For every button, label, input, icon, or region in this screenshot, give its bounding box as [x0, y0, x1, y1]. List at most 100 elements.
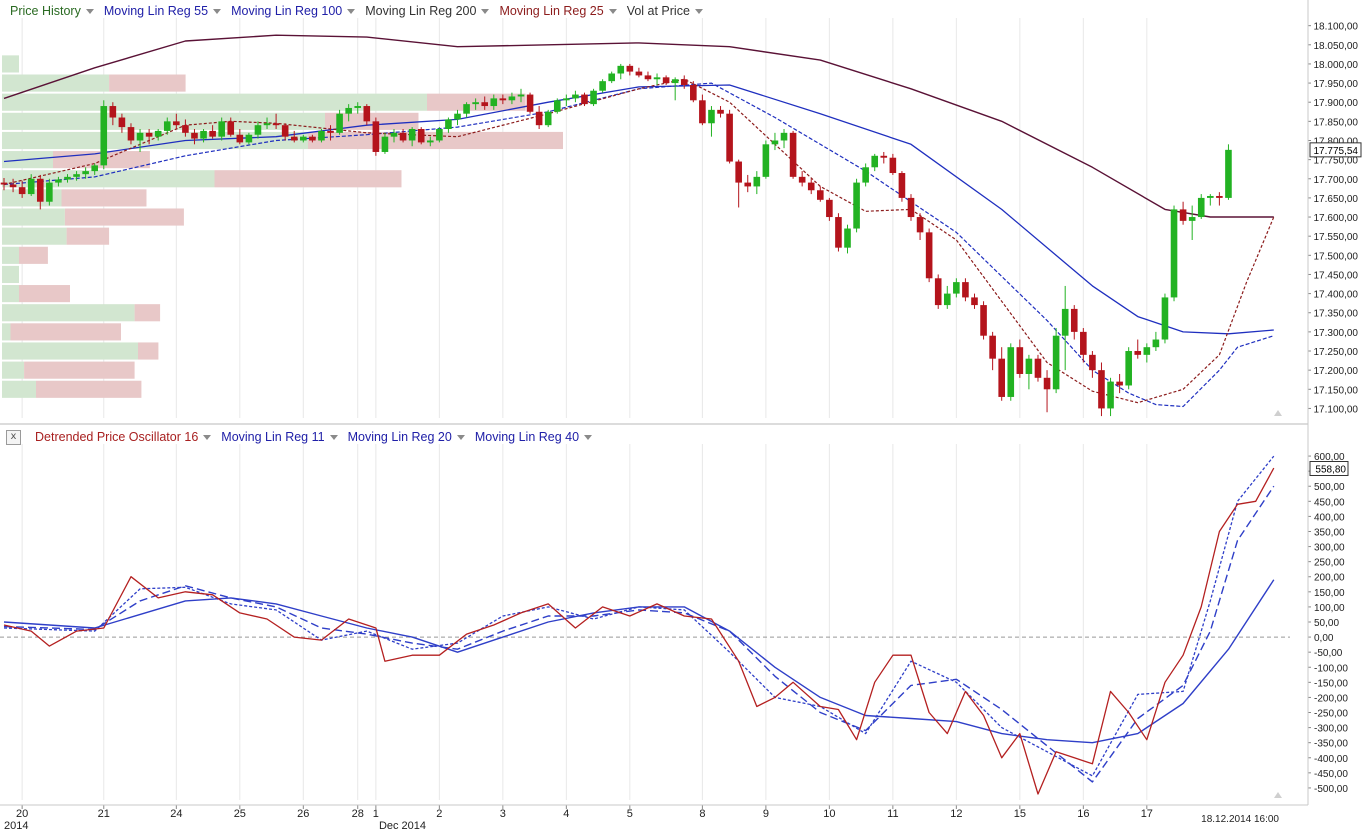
- candle-down: [690, 84, 697, 101]
- time-tick-label: 26: [297, 808, 309, 820]
- candle-down: [1134, 351, 1142, 355]
- candle-down: [0, 182, 8, 185]
- moving-lin-reg-40-line: [3, 579, 1275, 744]
- price-legend-item[interactable]: Moving Lin Reg 200: [365, 4, 490, 18]
- oscillator-tick-label: 450,00: [1314, 497, 1345, 508]
- price-legend-item[interactable]: Moving Lin Reg 25: [499, 4, 617, 18]
- candle-up: [436, 129, 443, 141]
- candle-down: [236, 134, 244, 143]
- time-tick-label: 3: [500, 808, 506, 820]
- oscillator-panel-legend: x Detrended Price Oscillator 16 Moving Li…: [6, 427, 602, 447]
- oscillator-tick-label: -150,00: [1314, 678, 1348, 689]
- candle-down: [36, 178, 44, 202]
- candle-up: [599, 81, 606, 91]
- candle-down: [789, 132, 797, 177]
- chevron-down-icon[interactable]: [481, 8, 490, 14]
- vol-at-price-up-bar: [2, 380, 36, 398]
- vol-at-price-down-bar: [10, 323, 121, 341]
- candle-down: [109, 106, 117, 118]
- candle-down: [835, 217, 842, 248]
- candle-down: [826, 199, 833, 218]
- candle-up: [862, 167, 869, 183]
- candle-down: [807, 182, 815, 191]
- moving-lin-reg-25-line: [3, 78, 1275, 404]
- candle-down: [1043, 377, 1051, 390]
- vol-at-price-down-bar: [36, 380, 142, 398]
- price-tick-label: 17.600,00: [1314, 213, 1359, 224]
- vol-at-price-down-bar: [19, 246, 48, 264]
- oscillator-lines: [3, 455, 1275, 795]
- chevron-down-icon[interactable]: [203, 434, 212, 440]
- oscillator-tick-label: 350,00: [1314, 527, 1345, 538]
- vol-at-price-down-bar: [61, 189, 147, 207]
- candle-down: [272, 123, 280, 126]
- legend-label: Moving Lin Reg 55: [103, 4, 209, 18]
- oscillator-tick-label: -500,00: [1314, 784, 1348, 795]
- last-oscillator-label: 558,80: [1315, 464, 1346, 475]
- chevron-down-icon[interactable]: [213, 8, 222, 14]
- time-tick-label: 25: [234, 808, 246, 820]
- price-panel-resize-handle[interactable]: [1274, 410, 1282, 416]
- candle-up: [426, 140, 434, 143]
- chevron-down-icon[interactable]: [694, 8, 703, 14]
- oscillator-legend-item[interactable]: Detrended Price Oscillator 16: [35, 430, 212, 444]
- candle-up: [653, 77, 661, 80]
- candle-down: [635, 71, 643, 76]
- oscillator-tick-label: 150,00: [1314, 588, 1345, 599]
- candle-up: [154, 130, 162, 137]
- oscillator-panel-resize-handle[interactable]: [1274, 792, 1282, 798]
- candle-up: [617, 65, 625, 74]
- chevron-down-icon[interactable]: [347, 8, 356, 14]
- vol-at-price-up-bar: [2, 323, 11, 341]
- candle-up: [844, 228, 851, 248]
- oscillator-tick-label: 600,00: [1314, 452, 1345, 463]
- price-tick-label: 18.050,00: [1314, 41, 1359, 52]
- candle-down: [962, 282, 969, 298]
- legend-label: Moving Lin Reg 40: [474, 430, 580, 444]
- legend-label: Detrended Price Oscillator 16: [35, 430, 199, 444]
- candle-down: [717, 109, 724, 114]
- close-oscillator-panel-button[interactable]: x: [6, 429, 21, 445]
- chevron-down-icon[interactable]: [584, 434, 593, 440]
- price-legend-item[interactable]: Moving Lin Reg 100: [231, 4, 356, 18]
- price-tick-label: 17.350,00: [1314, 309, 1359, 320]
- time-tick-label: 12: [950, 808, 962, 820]
- chevron-down-icon[interactable]: [329, 434, 338, 440]
- oscillator-legend-item[interactable]: Moving Lin Reg 40: [474, 430, 593, 444]
- oscillator-legend-item[interactable]: Moving Lin Reg 11: [221, 430, 338, 444]
- candle-up: [1207, 195, 1214, 198]
- candle-down: [118, 117, 126, 128]
- chevron-down-icon[interactable]: [456, 434, 465, 440]
- candle-up: [263, 123, 271, 126]
- candle-down: [798, 176, 806, 183]
- price-legend-item[interactable]: Moving Lin Reg 55: [103, 4, 222, 18]
- candle-up: [671, 79, 679, 84]
- time-tick-label: 28: [352, 808, 364, 820]
- price-legend-item[interactable]: Vol at Price: [627, 4, 703, 18]
- candle-down: [182, 125, 189, 133]
- candle-up: [1052, 335, 1060, 390]
- candle-up: [753, 176, 761, 187]
- candle-down: [417, 129, 425, 143]
- oscillator-panel-grid: [0, 444, 1290, 800]
- candle-up: [472, 102, 479, 105]
- chevron-down-icon[interactable]: [608, 8, 617, 14]
- candle-up: [445, 119, 452, 130]
- oscillator-legend-item[interactable]: Moving Lin Reg 20: [348, 430, 465, 444]
- time-tick-label: 5: [627, 808, 633, 820]
- vol-at-price-up-bar: [2, 55, 19, 73]
- time-tick-label: 8: [699, 808, 705, 820]
- candle-down: [191, 132, 198, 139]
- candle-up: [218, 121, 225, 137]
- candle-up: [73, 174, 80, 177]
- price-tick-label: 17.900,00: [1314, 98, 1359, 109]
- price-legend-item[interactable]: Price History: [10, 4, 94, 18]
- candle-down: [889, 157, 897, 174]
- last-oscillator-marker: [1309, 460, 1349, 476]
- oscillator-tick-label: -50,00: [1314, 648, 1343, 659]
- candle-down: [989, 335, 996, 359]
- chevron-down-icon[interactable]: [85, 8, 94, 14]
- candle-up: [1107, 381, 1114, 409]
- oscillator-tick-label: -400,00: [1314, 754, 1348, 765]
